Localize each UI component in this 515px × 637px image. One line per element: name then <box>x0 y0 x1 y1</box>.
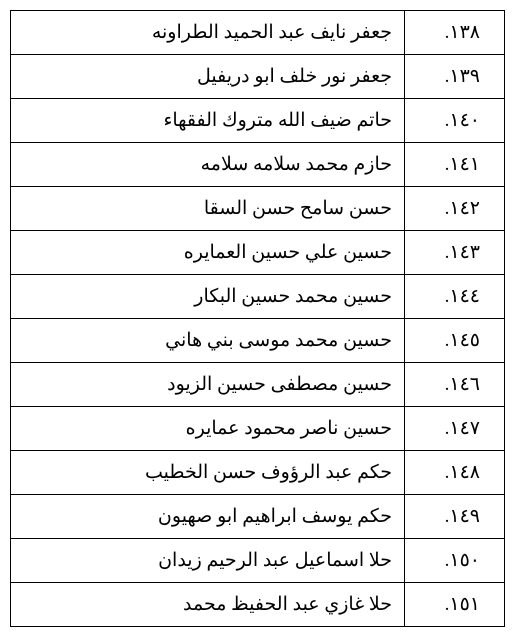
row-number: .١٤٣ <box>405 231 505 275</box>
row-number: .١٤٥ <box>405 319 505 363</box>
table-row: .١٣٨ جعفر نايف عبد الحميد الطراونه <box>11 11 505 55</box>
row-number: .١٤٤ <box>405 275 505 319</box>
table-row: .١٤١ حازم محمد سلامه سلامه <box>11 143 505 187</box>
row-name: حسين ناصر محمود عمايره <box>11 407 405 451</box>
table-row: .١٤٦ حسين مصطفى حسين الزيود <box>11 363 505 407</box>
table-row: .١٤٢ حسن سامح حسن السقا <box>11 187 505 231</box>
row-number: .١٤٧ <box>405 407 505 451</box>
row-name: حازم محمد سلامه سلامه <box>11 143 405 187</box>
names-table: .١٣٨ جعفر نايف عبد الحميد الطراونه .١٣٩ … <box>10 10 505 627</box>
table-row: .١٤٣ حسين علي حسين العمايره <box>11 231 505 275</box>
row-number: .١٥٠ <box>405 539 505 583</box>
row-name: حسين مصطفى حسين الزيود <box>11 363 405 407</box>
row-number: .١٤٦ <box>405 363 505 407</box>
table-row: .١٣٩ جعفر نور خلف ابو دريفيل <box>11 55 505 99</box>
row-name: جعفر نايف عبد الحميد الطراونه <box>11 11 405 55</box>
row-number: .١٤٨ <box>405 451 505 495</box>
table-row: .١٤٥ حسين محمد موسى بني هاني <box>11 319 505 363</box>
row-number: .١٣٩ <box>405 55 505 99</box>
row-number: .١٤١ <box>405 143 505 187</box>
row-name: حاتم ضيف الله متروك الفقهاء <box>11 99 405 143</box>
row-name: حسن سامح حسن السقا <box>11 187 405 231</box>
row-number: .١٤٠ <box>405 99 505 143</box>
row-number: .١٤٢ <box>405 187 505 231</box>
table-row: .١٥١ حلا غازي عبد الحفيظ محمد <box>11 583 505 627</box>
row-name: جعفر نور خلف ابو دريفيل <box>11 55 405 99</box>
row-name: حكم عبد الرؤوف حسن الخطيب <box>11 451 405 495</box>
table-row: .١٥٠ حلا اسماعيل عبد الرحيم زيدان <box>11 539 505 583</box>
table-body: .١٣٨ جعفر نايف عبد الحميد الطراونه .١٣٩ … <box>11 11 505 627</box>
row-name: حسين علي حسين العمايره <box>11 231 405 275</box>
table-row: .١٤٩ حكم يوسف ابراهيم ابو صهيون <box>11 495 505 539</box>
table-row: .١٤٠ حاتم ضيف الله متروك الفقهاء <box>11 99 505 143</box>
row-name: حسين محمد موسى بني هاني <box>11 319 405 363</box>
row-name: حسين محمد حسين البكار <box>11 275 405 319</box>
row-name: حلا اسماعيل عبد الرحيم زيدان <box>11 539 405 583</box>
row-name: حلا غازي عبد الحفيظ محمد <box>11 583 405 627</box>
row-number: .١٤٩ <box>405 495 505 539</box>
row-number: .١٥١ <box>405 583 505 627</box>
table-row: .١٤٨ حكم عبد الرؤوف حسن الخطيب <box>11 451 505 495</box>
row-number: .١٣٨ <box>405 11 505 55</box>
names-table-container: .١٣٨ جعفر نايف عبد الحميد الطراونه .١٣٩ … <box>10 10 505 627</box>
row-name: حكم يوسف ابراهيم ابو صهيون <box>11 495 405 539</box>
table-row: .١٤٤ حسين محمد حسين البكار <box>11 275 505 319</box>
table-row: .١٤٧ حسين ناصر محمود عمايره <box>11 407 505 451</box>
